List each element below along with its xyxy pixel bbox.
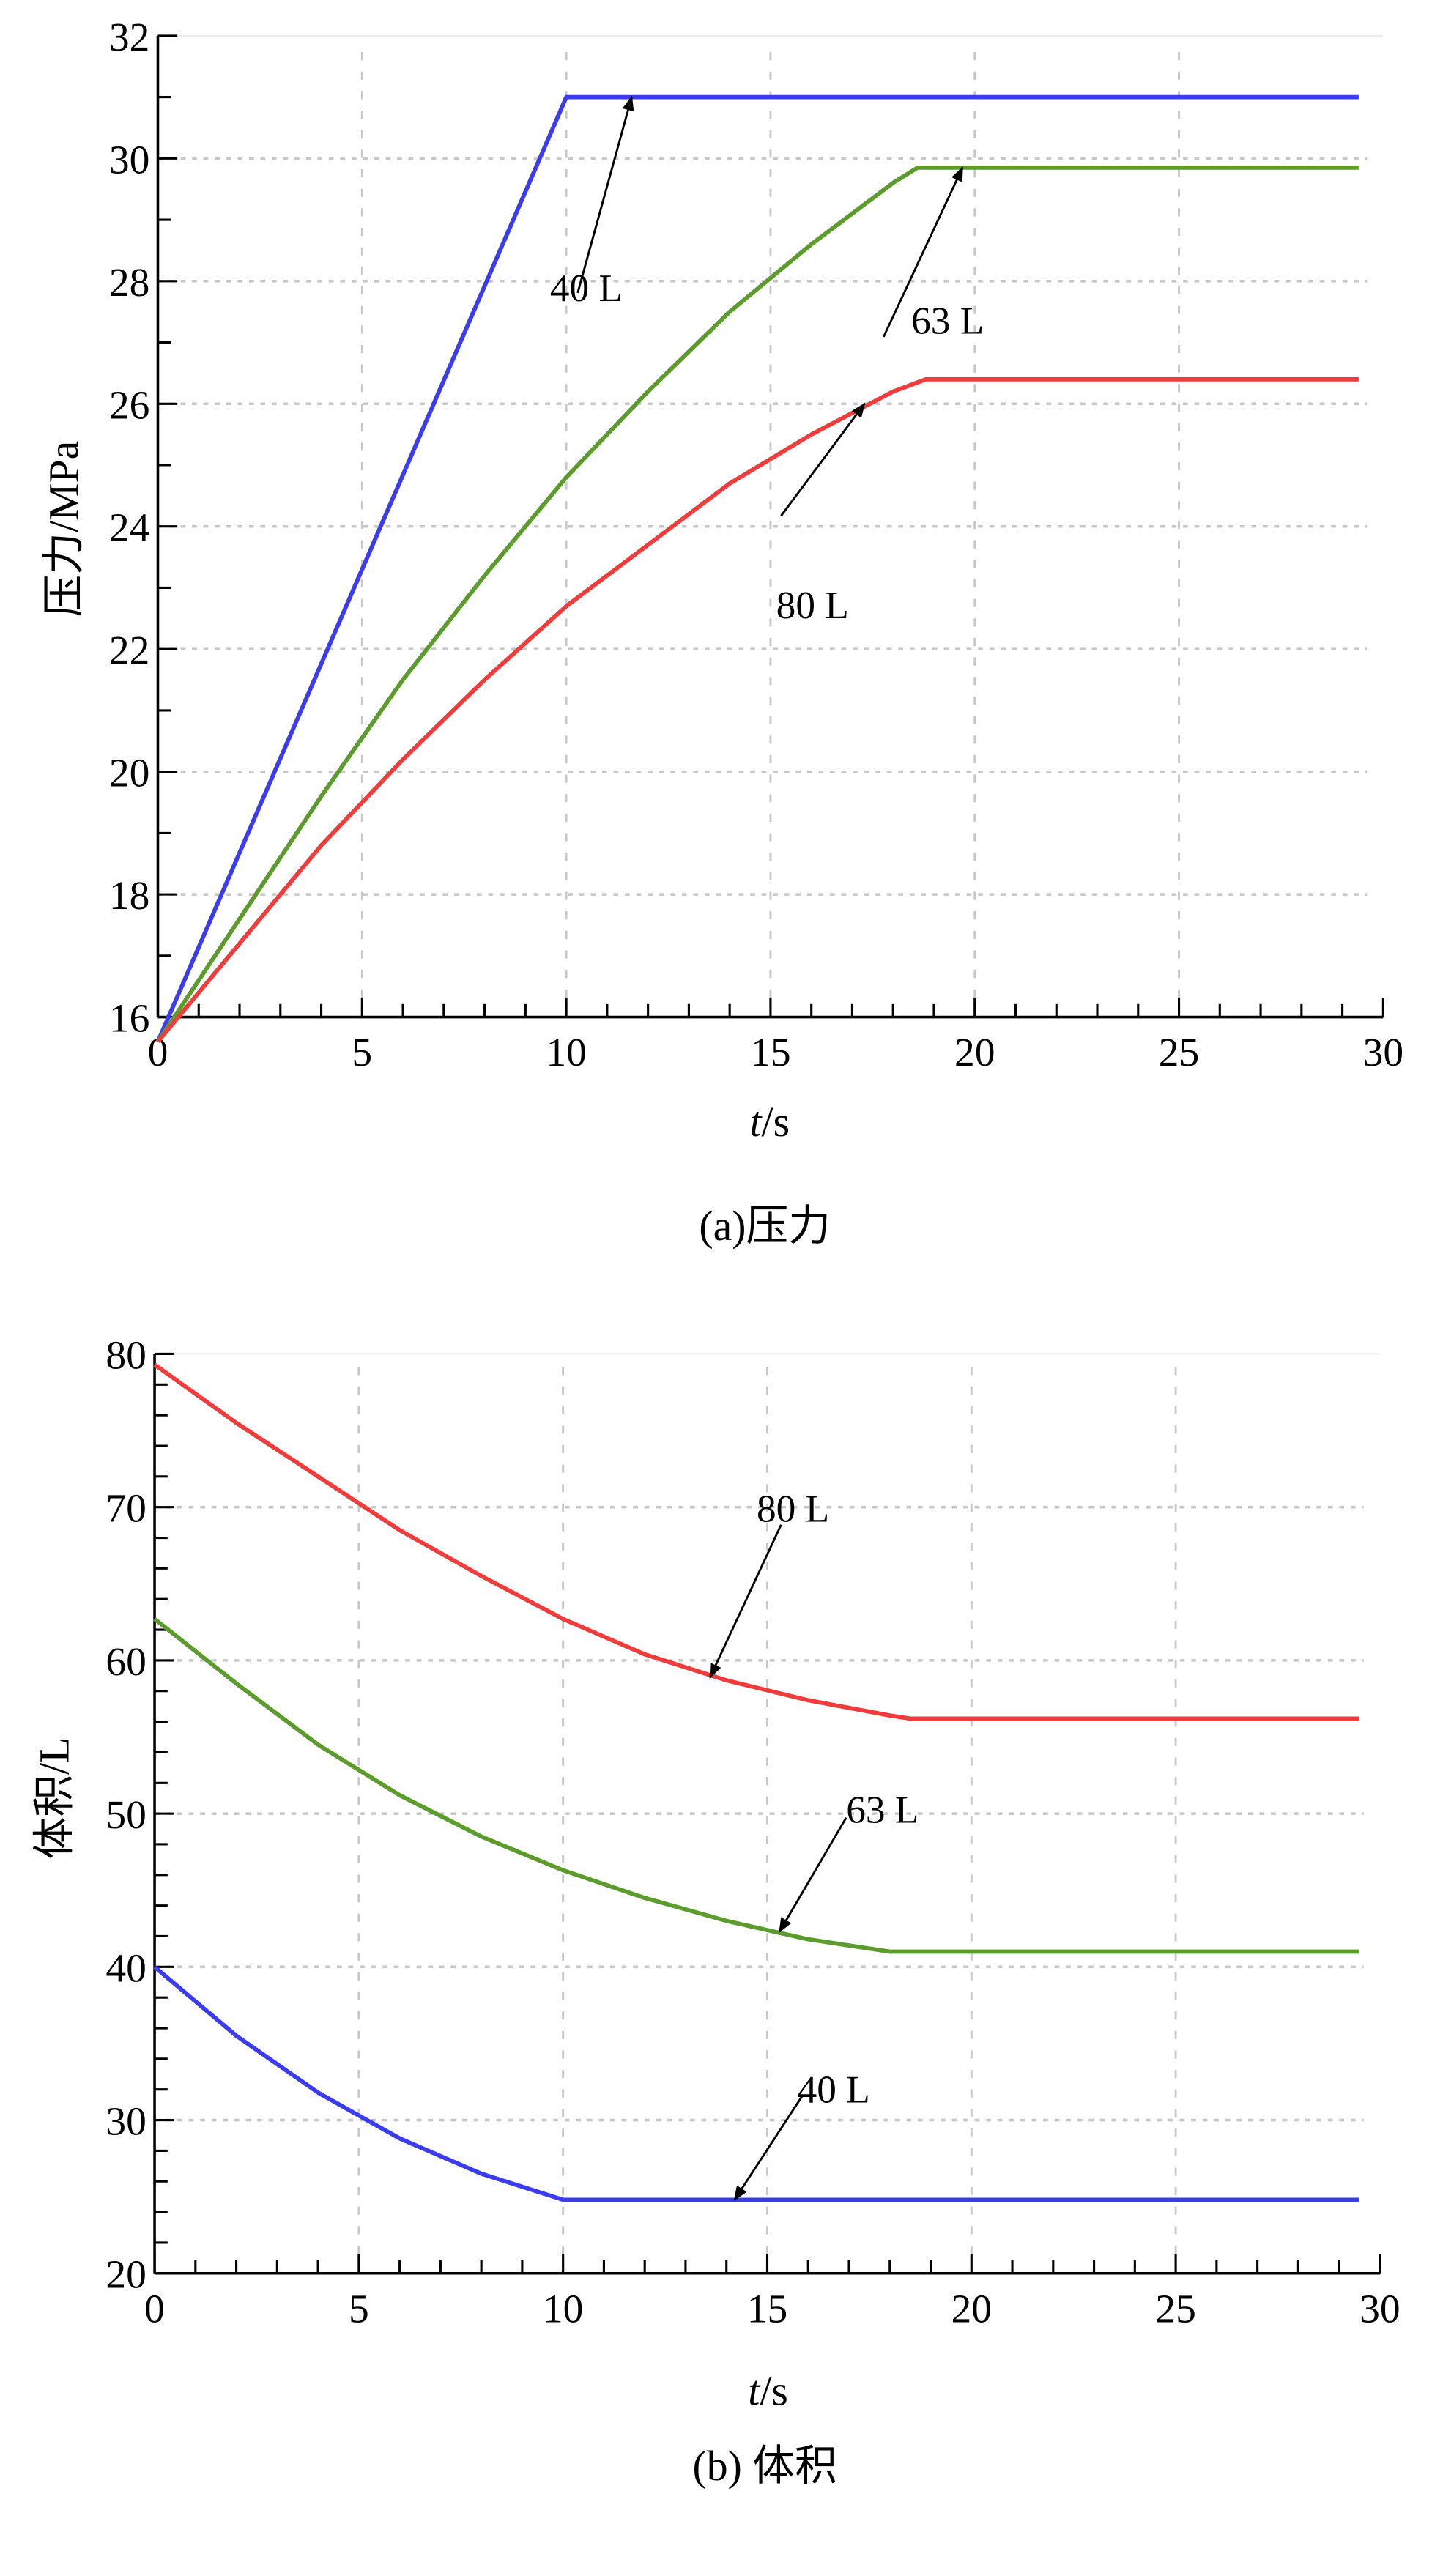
y-tick-label: 30 [109, 138, 150, 182]
y-tick-label: 22 [109, 628, 150, 673]
annotation-label-80L: 80 L [776, 583, 849, 627]
pressure-x-label-unit: /s [762, 1099, 790, 1146]
y-tick-label: 26 [109, 383, 150, 428]
x-tick-label: 5 [352, 1031, 372, 1075]
y-tick-label: 50 [105, 1793, 146, 1838]
x-tick-label: 5 [349, 2287, 369, 2331]
y-tick-label: 24 [109, 506, 150, 551]
volume-y-label: 体积/L [31, 1737, 78, 1860]
y-tick-label: 28 [109, 261, 150, 305]
annotation-arrow [709, 1524, 782, 1679]
y-tick-label: 16 [109, 997, 150, 1042]
x-tick-label: 30 [1359, 2287, 1401, 2331]
pressure-y-label: 压力/MPa [42, 441, 88, 617]
pressure-x-label-var: t [750, 1099, 763, 1146]
annotation-arrow [733, 2095, 804, 2202]
series-line-80L [156, 376, 1359, 1043]
y-tick-label: 18 [109, 874, 150, 918]
annotation-arrow [883, 166, 964, 338]
annotation-label-63L: 63 L [911, 298, 984, 342]
annotation-arrow [778, 1816, 847, 1933]
annotation-label-40L: 40 L [550, 266, 623, 310]
pressure-caption: (a)压力 [699, 1203, 831, 1250]
x-tick-label: 15 [747, 2287, 788, 2331]
annotation-arrow [780, 402, 866, 517]
annotation-label-80L: 80 L [757, 1486, 829, 1530]
volume-x-label-var: t [748, 2369, 761, 2415]
x-tick-label: 15 [750, 1031, 791, 1075]
x-tick-label: 0 [144, 2287, 165, 2331]
y-tick-label: 60 [105, 1640, 146, 1685]
volume-chart: 0 5 10 15 20 25 30 20 30 40 50 60 70 80 80 L 63 L 40 L [105, 1333, 1400, 2331]
y-tick-label: 32 [109, 15, 150, 60]
y-tick-label: 70 [105, 1487, 146, 1532]
volume-caption: (b) 体积 [693, 2443, 837, 2490]
annotation-arrow [576, 95, 634, 294]
series-line-63L [156, 165, 1359, 1043]
volume-x-label: t/s [748, 2369, 788, 2415]
annotation-label-63L: 63 L [846, 1787, 919, 1831]
series-line-80L [153, 1362, 1359, 1721]
x-tick-label: 10 [546, 1031, 587, 1075]
x-tick-label: 25 [1159, 1031, 1200, 1075]
y-tick-label: 80 [105, 1333, 146, 1378]
series-line-40L [153, 1965, 1359, 2202]
series-line-40L [155, 94, 1359, 1043]
x-tick-label: 30 [1363, 1031, 1404, 1075]
pressure-x-label: t/s [750, 1099, 790, 1146]
x-tick-label: 10 [543, 2287, 584, 2331]
series-line-63L [153, 1617, 1359, 1954]
x-tick-label: 20 [951, 2287, 993, 2331]
y-tick-label: 20 [109, 751, 150, 796]
y-tick-label: 30 [105, 2100, 146, 2145]
x-tick-label: 25 [1155, 2287, 1196, 2331]
y-tick-label: 40 [105, 1946, 146, 1991]
volume-x-label-unit: /s [760, 2369, 788, 2415]
x-tick-label: 20 [954, 1031, 995, 1075]
annotation-label-40L: 40 L [798, 2067, 870, 2111]
y-tick-label: 20 [105, 2253, 146, 2298]
